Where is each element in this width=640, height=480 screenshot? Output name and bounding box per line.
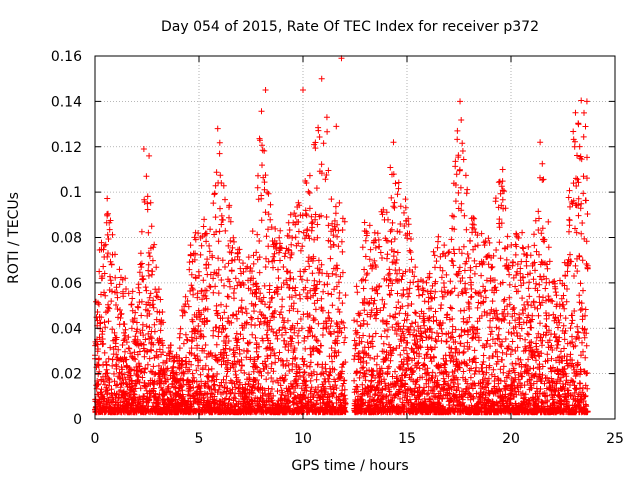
peak-point [499,166,506,173]
peak-point [333,123,340,130]
x-tick-label: 25 [606,431,624,447]
peak-point [214,125,221,132]
grid-lines [95,56,615,419]
chart-title: Day 054 of 2015, Rate Of TEC Index for r… [161,19,539,35]
x-axis-label: GPS time / hours [291,458,408,474]
x-tick-labels: 0 5 10 15 20 25 [91,431,624,447]
peak-point [390,139,397,146]
y-tick-label: 0.1 [60,185,82,201]
x-tick-label: 0 [91,431,100,447]
y-tick-label: 0 [73,412,82,428]
peak-point [583,98,590,105]
scatter-markers [92,97,591,416]
data-points [92,55,591,416]
y-tick-label: 0.16 [51,49,82,65]
y-tick-label: 0.14 [51,94,82,110]
peak-point [146,152,153,159]
y-tick-label: 0.04 [51,321,82,337]
peak-point [300,87,306,94]
axis-ticks [94,55,616,420]
peak-point [140,146,147,153]
x-tick-label: 15 [398,431,416,447]
y-axis-label: ROTI / TECUs [6,192,22,284]
peak-point [572,109,579,116]
x-tick-label: 5 [195,431,204,447]
y-tick-label: 0.06 [51,276,82,292]
x-tick-label: 10 [294,431,312,447]
y-tick-label: 0.02 [51,367,82,383]
peak-point [318,75,325,82]
x-tick-label: 20 [502,431,520,447]
y-tick-labels: 0 0.02 0.04 0.06 0.08 0.1 0.12 0.14 0.16 [51,49,82,428]
peak-point [457,98,464,105]
y-tick-label: 0.08 [51,231,82,247]
peak-point [537,139,544,146]
y-tick-label: 0.12 [51,140,82,156]
peak-point [262,87,269,94]
peak-point [323,114,330,121]
